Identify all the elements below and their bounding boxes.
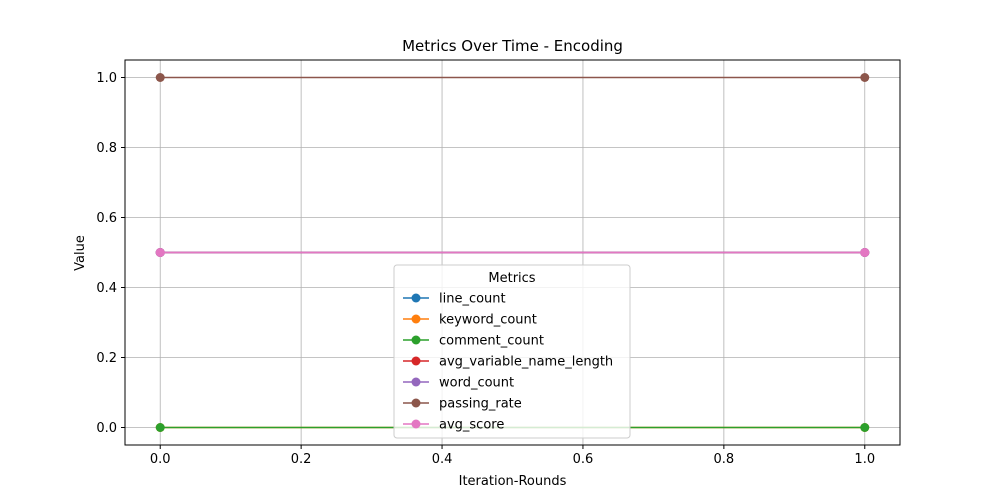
data-point <box>155 248 165 257</box>
legend-label: comment_count <box>439 334 544 349</box>
series-layer <box>155 73 870 432</box>
legend-title: Metrics <box>488 271 535 286</box>
legend: Metrics line_count keyword_count comment_c… <box>393 264 631 439</box>
legend-label: keyword_count <box>439 313 537 328</box>
y-tick-label: 1.0 <box>96 71 117 86</box>
plot-area-frame <box>124 59 901 446</box>
x-tick-label: 1.0 <box>854 452 875 467</box>
legend-swatch-marker <box>411 419 421 429</box>
legend-label: avg_variable_name_length <box>439 355 613 370</box>
legend-entry: avg_score <box>403 418 504 433</box>
data-point <box>860 423 870 432</box>
y-tick-label: 0.8 <box>96 141 117 156</box>
legend-swatch-marker <box>411 293 421 303</box>
x-axis-label: Iteration-Rounds <box>459 474 567 489</box>
x-axis-ticks: 0.0 0.2 0.4 0.6 0.8 1.0 <box>150 445 875 467</box>
x-tick-label: 0.8 <box>714 452 735 467</box>
legend-entry: passing_rate <box>403 397 522 412</box>
legend-entry: avg_variable_name_length <box>403 355 613 370</box>
legend-swatch-marker <box>411 335 421 345</box>
y-tick-label: 0.0 <box>96 421 117 436</box>
x-tick-label: 0.6 <box>573 452 594 467</box>
legend-entry: line_count <box>403 292 506 307</box>
legend-label: word_count <box>439 376 514 391</box>
series-passing-rate <box>155 73 870 82</box>
legend-swatch-marker <box>411 356 421 366</box>
data-point <box>155 73 165 82</box>
legend-box <box>393 264 631 439</box>
legend-swatch-marker <box>411 377 421 387</box>
data-point <box>860 73 870 82</box>
legend-entry: comment_count <box>403 334 544 349</box>
y-axis-label: Value <box>73 235 88 271</box>
legend-swatch-marker <box>411 398 421 408</box>
legend-swatch-marker <box>411 314 421 324</box>
y-tick-label: 0.4 <box>96 281 117 296</box>
y-tick-label: 0.2 <box>96 351 117 366</box>
y-axis-ticks: 0.0 0.2 0.4 0.6 0.8 1.0 <box>96 71 125 436</box>
data-point <box>155 423 165 432</box>
legend-label: line_count <box>439 292 506 307</box>
x-tick-label: 0.0 <box>150 452 171 467</box>
y-tick-label: 0.6 <box>96 211 117 226</box>
chart-title: Metrics Over Time - Encoding <box>402 37 623 55</box>
x-tick-label: 0.2 <box>291 452 312 467</box>
legend-entry: word_count <box>403 376 514 391</box>
legend-entry: keyword_count <box>403 313 537 328</box>
data-point <box>860 248 870 257</box>
x-tick-label: 0.4 <box>432 452 453 467</box>
series-avg-score <box>155 248 870 257</box>
legend-label: passing_rate <box>439 397 522 412</box>
legend-label: avg_score <box>439 418 504 433</box>
legend-entries: line_count keyword_count comment_count avg_… <box>403 292 613 433</box>
